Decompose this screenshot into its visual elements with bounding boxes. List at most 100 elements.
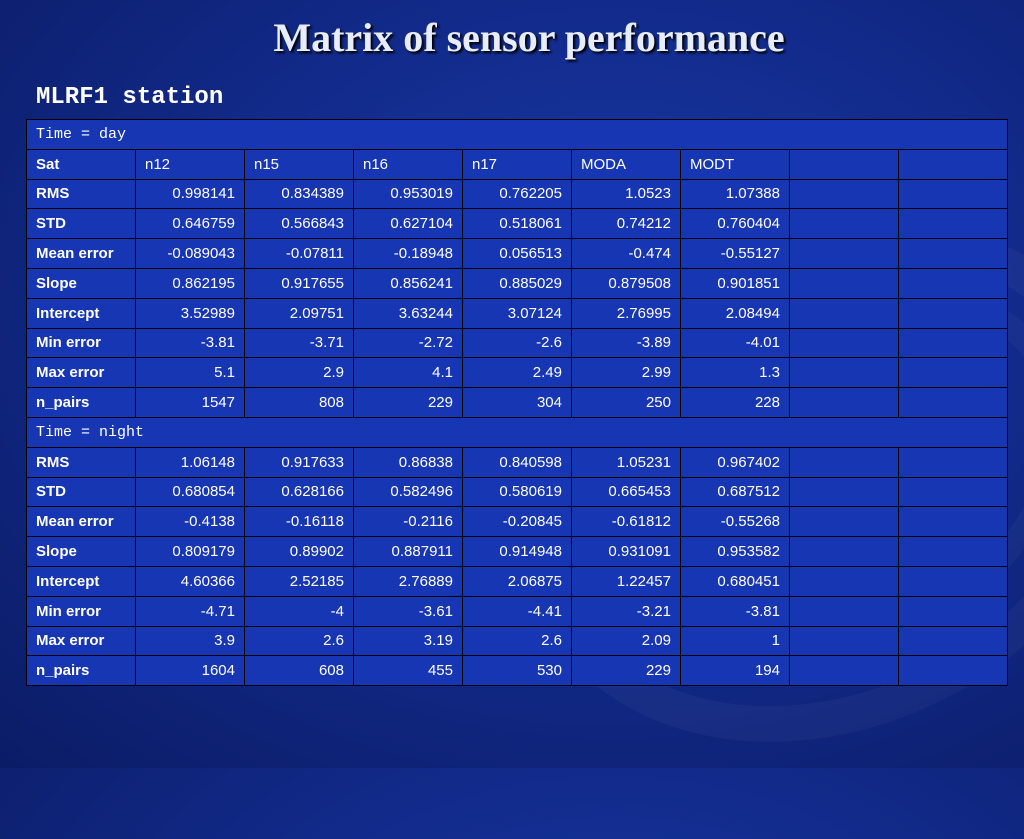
value-cell: 0.056513: [462, 238, 572, 269]
value-cell: [789, 297, 899, 329]
value-cell: 0.762205: [462, 178, 572, 210]
section-row: Time = night: [25, 416, 1009, 448]
column-header: n15: [244, 148, 354, 180]
table-row: STD 0.646759 0.566843 0.627104 0.518061 0.742…: [26, 208, 1009, 240]
value-cell: [897, 267, 1009, 299]
column-header: Sat: [26, 148, 136, 180]
value-cell: [789, 565, 899, 597]
value-cell: 4.60366: [135, 565, 245, 597]
table-row: Mean error -0.4138 -0.16118 -0.2116 -0.20845…: [26, 506, 1009, 538]
value-cell: -3.81: [680, 595, 790, 627]
value-cell: [897, 446, 1009, 478]
table-row: Slope 0.809179 0.89902 0.887911 0.914948 0.93…: [26, 536, 1009, 567]
value-cell: 1.06148: [135, 446, 245, 478]
column-header: MODT: [680, 148, 790, 180]
metric-label: STD: [26, 476, 136, 508]
metric-label: Slope: [26, 536, 136, 567]
metric-label: n_pairs: [26, 655, 136, 687]
value-cell: -0.474: [571, 238, 681, 269]
value-cell: -0.18948: [353, 238, 463, 269]
table-row: Mean error -0.089043 -0.07811 -0.18948 0.056…: [26, 238, 1009, 269]
value-cell: [789, 476, 899, 508]
value-cell: -3.21: [571, 595, 681, 627]
value-cell: 0.627104: [353, 208, 463, 240]
table-row: Min error -4.71 -4 -3.61 -4.41 -3.21 -3.81: [26, 595, 1009, 627]
value-cell: -3.81: [135, 327, 245, 359]
column-header: n17: [462, 148, 572, 180]
value-cell: 0.917633: [244, 446, 354, 478]
table-row: n_pairs 1604 608 455 530 229 194: [26, 655, 1009, 687]
value-cell: 0.840598: [462, 446, 572, 478]
value-cell: 0.998141: [135, 178, 245, 210]
value-cell: -4.71: [135, 595, 245, 627]
value-cell: 0.74212: [571, 208, 681, 240]
metric-label: Max error: [26, 357, 136, 389]
value-cell: 0.809179: [135, 536, 245, 567]
value-cell: [897, 625, 1009, 657]
value-cell: 4.1: [353, 357, 463, 389]
value-cell: 608: [244, 655, 354, 687]
value-cell: 229: [353, 387, 463, 418]
metric-label: Min error: [26, 327, 136, 359]
section-label: Time = day: [25, 119, 1009, 150]
value-cell: 0.680854: [135, 476, 245, 508]
value-cell: [789, 536, 899, 567]
value-cell: 3.63244: [353, 297, 463, 329]
value-cell: 1.3: [680, 357, 790, 389]
value-cell: 2.99: [571, 357, 681, 389]
value-cell: 2.06875: [462, 565, 572, 597]
value-cell: 0.901851: [680, 267, 790, 299]
value-cell: -3.71: [244, 327, 354, 359]
value-cell: 0.665453: [571, 476, 681, 508]
value-cell: 3.19: [353, 625, 463, 657]
column-header: n16: [353, 148, 463, 180]
value-cell: [897, 297, 1009, 329]
value-cell: 0.953582: [680, 536, 790, 567]
value-cell: 228: [680, 387, 790, 418]
value-cell: -0.4138: [135, 506, 245, 538]
table-row: RMS 1.06148 0.917633 0.86838 0.840598 1.05231…: [26, 446, 1009, 478]
table-row: Intercept 3.52989 2.09751 3.63244 3.07124 2.7…: [26, 297, 1009, 329]
value-cell: 0.680451: [680, 565, 790, 597]
value-cell: 3.9: [135, 625, 245, 657]
table-row: Slope 0.862195 0.917655 0.856241 0.885029 0.8…: [26, 267, 1009, 299]
table-row: Min error -3.81 -3.71 -2.72 -2.6 -3.89 -4.01: [26, 327, 1009, 359]
value-cell: 0.885029: [462, 267, 572, 299]
value-cell: 0.580619: [462, 476, 572, 508]
value-cell: -0.07811: [244, 238, 354, 269]
value-cell: [789, 446, 899, 478]
value-cell: -4.01: [680, 327, 790, 359]
value-cell: 0.917655: [244, 267, 354, 299]
value-cell: 0.86838: [353, 446, 463, 478]
value-cell: 304: [462, 387, 572, 418]
value-cell: 2.08494: [680, 297, 790, 329]
value-cell: [897, 357, 1009, 389]
value-cell: 2.52185: [244, 565, 354, 597]
value-cell: -0.20845: [462, 506, 572, 538]
value-cell: 0.953019: [353, 178, 463, 210]
value-cell: -0.55127: [680, 238, 790, 269]
slide-title: Matrix of sensor performance: [273, 15, 785, 60]
value-cell: 0.760404: [680, 208, 790, 240]
value-cell: [789, 327, 899, 359]
header-row: Sat n12 n15 n16 n17 MODA MODT: [26, 148, 1009, 180]
value-cell: 194: [680, 655, 790, 687]
value-cell: 0.687512: [680, 476, 790, 508]
value-cell: [897, 178, 1009, 210]
value-cell: 2.09: [571, 625, 681, 657]
value-cell: 5.1: [135, 357, 245, 389]
value-cell: 455: [353, 655, 463, 687]
value-cell: [789, 357, 899, 389]
value-cell: 2.6: [462, 625, 572, 657]
column-header: n12: [135, 148, 245, 180]
value-cell: 3.52989: [135, 297, 245, 329]
column-header: [789, 148, 899, 180]
metric-label: STD: [26, 208, 136, 240]
value-cell: 2.09751: [244, 297, 354, 329]
station-subtitle: MLRF1 station: [36, 84, 224, 111]
metric-label: Min error: [26, 595, 136, 627]
metric-label: Mean error: [26, 506, 136, 538]
value-cell: 0.89902: [244, 536, 354, 567]
value-cell: 0.856241: [353, 267, 463, 299]
metric-label: Intercept: [26, 565, 136, 597]
